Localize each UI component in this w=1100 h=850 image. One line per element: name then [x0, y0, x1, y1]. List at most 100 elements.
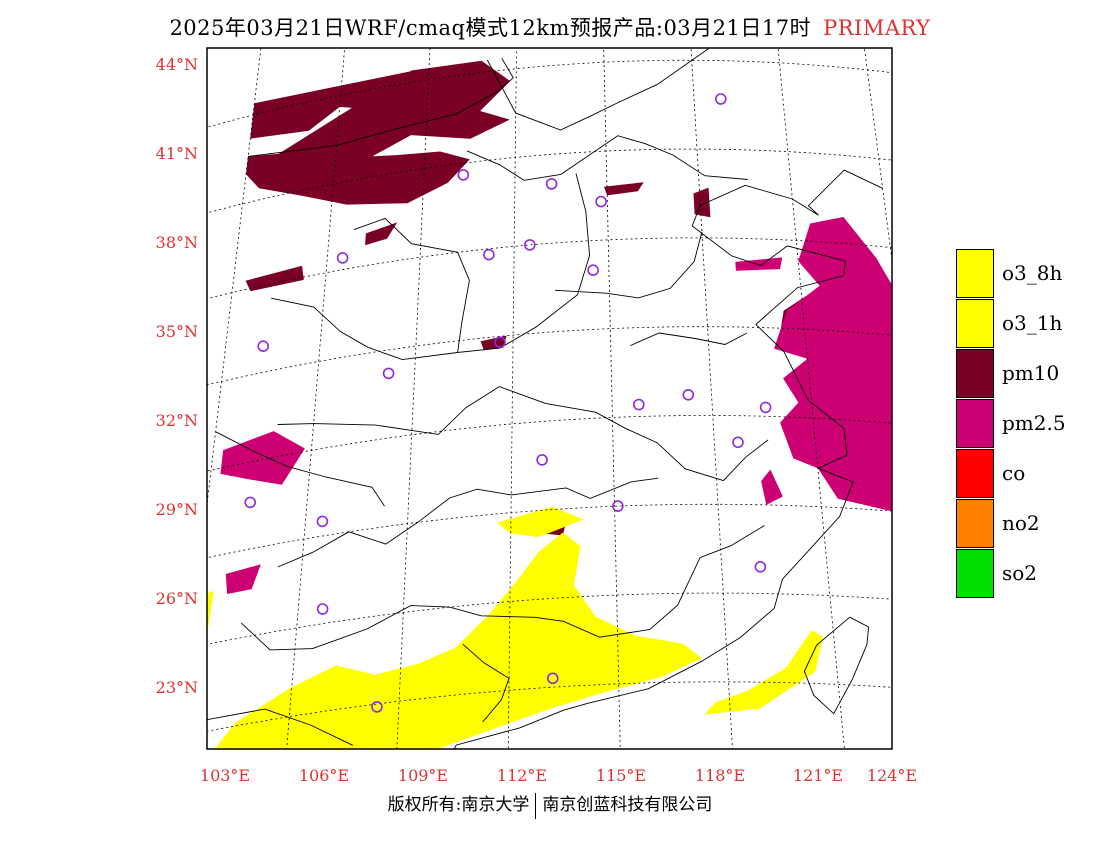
lat-label: 26°N	[155, 589, 198, 608]
station-marker	[336, 252, 349, 264]
station-marker	[759, 401, 772, 414]
boundary-line	[462, 643, 510, 723]
pm25-area	[225, 564, 261, 594]
pm10-area	[246, 60, 511, 175]
lon-label: 118°E	[694, 766, 746, 785]
lat-label: 29°N	[155, 500, 198, 519]
boundary-line	[207, 708, 353, 746]
longitude-line	[396, 48, 431, 749]
latitude-line	[207, 326, 892, 386]
lat-label: 23°N	[155, 678, 198, 697]
station-marker	[523, 239, 536, 251]
longitude-line	[603, 48, 621, 749]
boundary-line	[453, 169, 883, 749]
pm25-area	[774, 217, 892, 511]
chart-title: 2025年03月21日WRF/cmaq模式12km预报产品:03月21日17时 P…	[0, 12, 1100, 42]
station-marker	[545, 178, 558, 190]
longitude-line	[286, 48, 346, 749]
station-marker	[257, 340, 270, 353]
station-marker	[457, 169, 470, 181]
boundary-line	[277, 386, 769, 482]
longitude-line	[690, 48, 733, 749]
lat-label: 35°N	[155, 322, 198, 341]
pm10-area	[480, 335, 507, 350]
lat-label: 32°N	[155, 411, 198, 430]
title-tag: PRIMARY	[823, 16, 931, 40]
copyright-company: 南京创蓝科技有限公司	[542, 795, 713, 815]
o3-area	[207, 590, 214, 633]
map-frame	[206, 47, 893, 750]
title-main: 2025年03月21日WRF/cmaq模式12km预报产品:03月21日17时	[169, 16, 812, 40]
lat-label: 38°N	[155, 233, 198, 252]
station-marker	[371, 701, 383, 713]
station-markers	[244, 93, 772, 713]
station-marker	[595, 195, 607, 208]
boundary-line	[248, 58, 514, 157]
latitude-line	[207, 592, 892, 645]
lon-label: 109°E	[397, 766, 449, 785]
pm25-area	[220, 431, 305, 485]
lat-label: 41°N	[155, 144, 198, 163]
station-marker	[714, 93, 727, 105]
o3-area	[704, 630, 823, 715]
lon-label: 106°E	[298, 766, 350, 785]
boundary-line	[240, 525, 765, 651]
station-marker	[682, 388, 695, 401]
pm10-area	[246, 151, 470, 205]
station-marker	[316, 603, 329, 615]
legend-swatch	[956, 399, 994, 448]
station-marker	[316, 515, 329, 528]
longitude-line	[507, 48, 517, 749]
legend-label: o3_8h	[1002, 261, 1063, 285]
legend-label: so2	[1002, 561, 1038, 585]
legend-label: pm10	[1002, 361, 1060, 385]
latitude-line	[207, 681, 892, 732]
legend-label: o3_1h	[1002, 311, 1063, 335]
pollutant-layer	[207, 60, 892, 749]
boundary-line	[486, 48, 709, 131]
lon-label: 103°E	[199, 766, 251, 785]
legend-swatch	[956, 499, 994, 548]
copyright-owner: 版权所有:南京大学	[387, 795, 530, 815]
legend-label: no2	[1002, 511, 1040, 535]
station-marker	[587, 264, 599, 277]
pm10-area	[245, 265, 304, 292]
lon-label: 124°E	[866, 766, 918, 785]
footer-divider	[535, 792, 537, 819]
latitude-line	[207, 148, 892, 214]
boundary-line	[277, 477, 659, 568]
lat-label: 44°N	[155, 55, 198, 74]
graticule	[207, 48, 892, 749]
latitude-line	[207, 237, 892, 300]
o3-area	[497, 506, 584, 538]
pm25-area	[735, 257, 783, 271]
legend-label: co	[1002, 461, 1026, 485]
station-marker	[494, 336, 506, 349]
lon-label: 112°E	[496, 766, 548, 785]
lon-label: 121°E	[792, 766, 844, 785]
province-boundaries	[207, 48, 883, 749]
latitude-line	[207, 59, 892, 128]
pm10-area	[603, 182, 644, 196]
station-marker	[483, 248, 495, 261]
legend-swatch	[956, 299, 994, 348]
boundary-line	[630, 332, 748, 347]
pm10-area	[693, 187, 711, 218]
boundary-line	[215, 431, 385, 507]
station-marker	[612, 500, 624, 512]
station-marker	[632, 398, 645, 411]
pm25-area	[761, 469, 783, 505]
legend-swatch	[956, 449, 994, 498]
lon-label: 115°E	[595, 766, 647, 785]
station-marker	[732, 436, 744, 449]
legend-swatch	[956, 349, 994, 398]
station-marker	[244, 496, 256, 509]
copyright-footer: 版权所有:南京大学 南京创蓝科技有限公司	[0, 790, 1100, 819]
legend-swatch	[956, 549, 994, 598]
longitude-line	[207, 48, 262, 508]
boundary-line	[555, 231, 703, 299]
station-marker	[536, 454, 548, 466]
legend-label: pm2.5	[1002, 411, 1066, 435]
boundary-line	[803, 616, 870, 715]
